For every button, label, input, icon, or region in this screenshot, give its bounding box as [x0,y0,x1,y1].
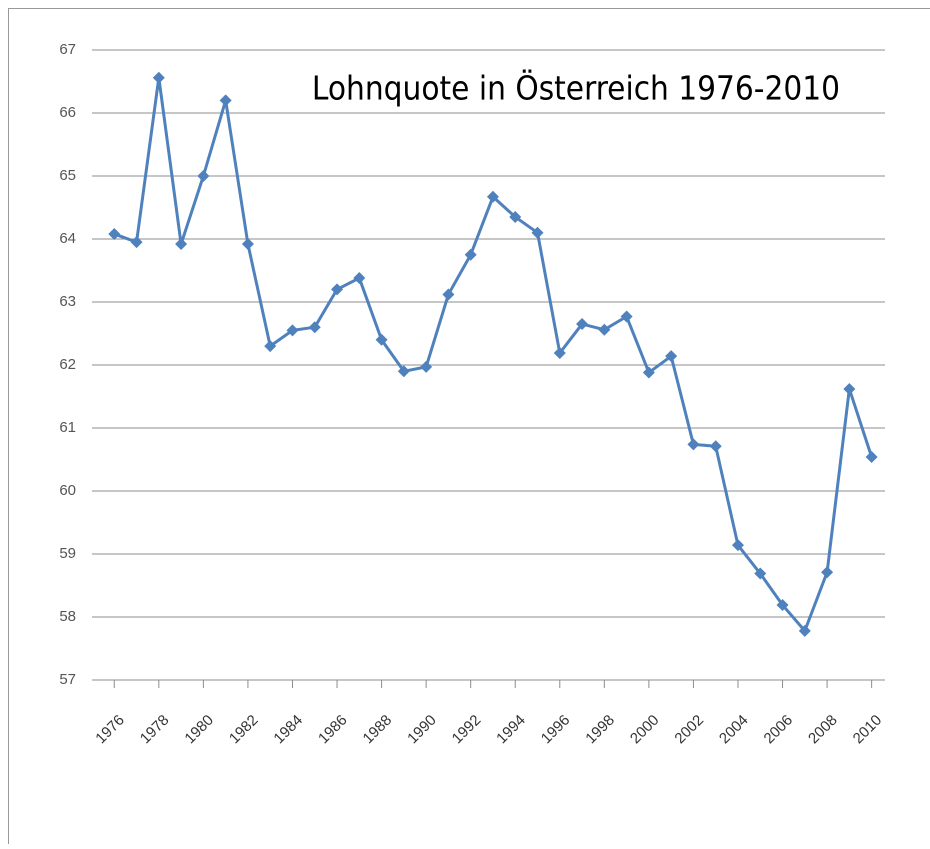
y-tick-label: 64 [59,230,76,247]
marker [197,170,209,182]
x-tick-label: 2002 [671,712,707,748]
y-tick-label: 57 [59,671,76,688]
y-tick-label: 58 [59,608,76,625]
x-tick-label: 1988 [360,712,396,748]
y-tick-label: 65 [59,167,76,184]
x-tick-label: 1976 [92,712,128,748]
x-tick-label: 1980 [181,712,217,748]
marker [843,383,855,395]
x-tick-label: 1984 [270,712,306,748]
x-tick-label: 1982 [226,712,262,748]
marker [821,566,833,578]
marker [131,236,143,248]
marker [866,451,878,463]
chart-title: Lohnquote in Österreich 1976-2010 [312,68,840,108]
marker [687,438,699,450]
marker [175,238,187,250]
marker [220,94,232,106]
x-tick-label: 2010 [850,712,886,748]
y-tick-label: 63 [59,293,76,310]
x-tick-label: 2004 [716,712,752,748]
y-tick-label: 67 [59,41,76,58]
x-tick-label: 1996 [538,712,574,748]
x-tick-label: 1994 [493,712,529,748]
y-tick-label: 66 [59,104,76,121]
x-tick-label: 2008 [805,712,841,748]
marker [108,228,120,240]
y-tick-label: 61 [59,419,76,436]
x-tick-label: 1986 [315,712,351,748]
x-tick-label: 2000 [627,712,663,748]
marker [353,272,365,284]
marker [710,440,722,452]
y-tick-label: 60 [59,482,76,499]
y-tick-label: 59 [59,545,76,562]
x-tick-label: 1992 [449,712,485,748]
marker [442,288,454,300]
x-tick-label: 1978 [137,712,173,748]
x-tick-label: 1990 [404,712,440,748]
y-tick-label: 62 [59,356,76,373]
x-tick-label: 1998 [582,712,618,748]
marker [242,238,254,250]
marker [153,72,165,84]
marker [465,249,477,261]
line [114,78,871,631]
x-tick-label: 2006 [761,712,797,748]
marker [420,361,432,373]
